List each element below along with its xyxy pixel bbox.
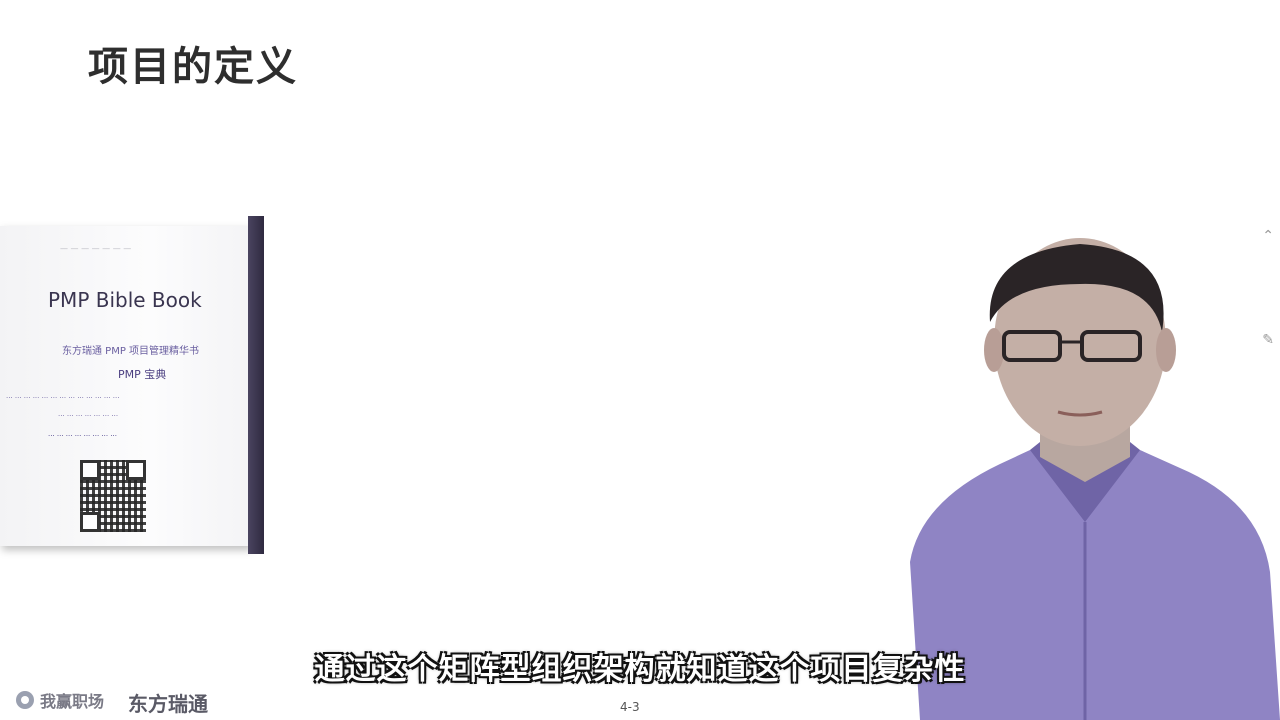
book-spine bbox=[248, 216, 264, 554]
book-text-decor: ··· ··· ··· ··· ··· ··· ··· ··· bbox=[48, 432, 117, 440]
slide-title: 项目的定义 bbox=[88, 44, 298, 90]
book-tagline-decor: — — — — — — — bbox=[60, 244, 132, 253]
logo-mark-icon bbox=[16, 691, 34, 709]
book-title: PMP Bible Book bbox=[48, 288, 202, 312]
logo-dongfang: 东方瑞通 bbox=[128, 692, 208, 716]
logo-woying: 我赢职场 bbox=[14, 684, 118, 716]
book-subtitle: 东方瑞通 PMP 项目管理精华书 bbox=[62, 346, 200, 357]
qr-code bbox=[80, 460, 146, 532]
pen-icon[interactable]: ✎ bbox=[1262, 332, 1274, 348]
video-caption: 通过这个矩阵型组织架构就知道这个项目复杂性 bbox=[314, 652, 966, 687]
book-image: — — — — — — — PMP Bible Book 东方瑞通 PMP 项目… bbox=[0, 212, 270, 557]
book-short-title: PMP 宝典 bbox=[118, 368, 167, 381]
page-number: 4-3 bbox=[620, 700, 640, 714]
logo-woying-text: 我赢职场 bbox=[40, 692, 105, 711]
book-cover: — — — — — — — PMP Bible Book 东方瑞通 PMP 项目… bbox=[0, 226, 250, 546]
book-text-decor: ··· ··· ··· ··· ··· ··· ··· bbox=[58, 412, 119, 420]
presenter-video bbox=[910, 238, 1280, 720]
next-arrow-icon[interactable]: ⌃ bbox=[1262, 228, 1274, 244]
book-text-decor: ··· ··· ··· ··· ··· ··· ··· ··· ··· ··· … bbox=[6, 394, 120, 402]
